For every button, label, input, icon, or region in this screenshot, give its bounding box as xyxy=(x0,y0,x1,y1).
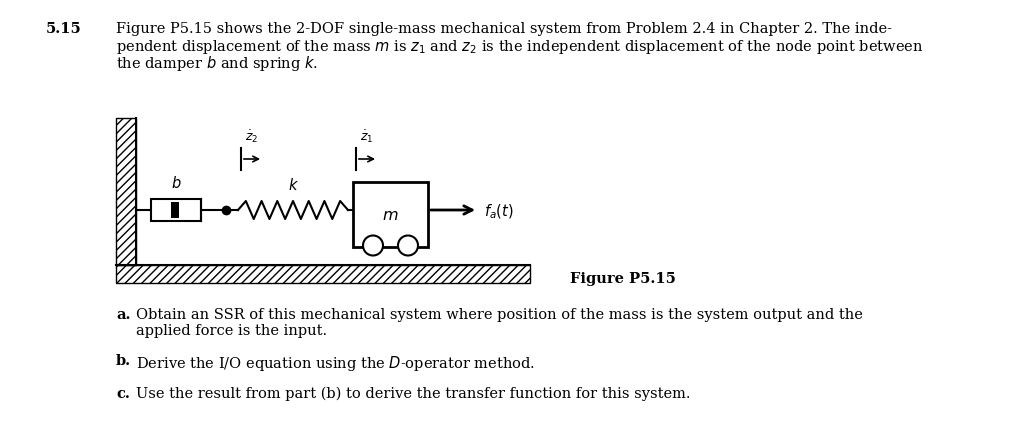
Bar xyxy=(151,199,201,221)
Text: c.: c. xyxy=(116,387,130,401)
Circle shape xyxy=(362,235,383,256)
Text: Derive the I/O equation using the $D$-operator method.: Derive the I/O equation using the $D$-op… xyxy=(136,354,536,373)
Text: the damper $b$ and spring $k$.: the damper $b$ and spring $k$. xyxy=(116,54,318,73)
Text: $f_a(t)$: $f_a(t)$ xyxy=(484,203,514,221)
Text: applied force is the input.: applied force is the input. xyxy=(136,324,327,338)
Text: 5.15: 5.15 xyxy=(46,22,82,36)
Text: b.: b. xyxy=(116,354,131,368)
Text: Figure P5.15 shows the 2-DOF single-mass mechanical system from Problem 2.4 in C: Figure P5.15 shows the 2-DOF single-mass… xyxy=(116,22,892,36)
Text: Use the result from part (b) to derive the transfer function for this system.: Use the result from part (b) to derive t… xyxy=(136,387,690,401)
Bar xyxy=(171,202,179,218)
Text: $\dot{z}_2$: $\dot{z}_2$ xyxy=(246,128,259,145)
Circle shape xyxy=(398,235,418,256)
Text: pendent displacement of the mass $m$ is $z_1$ and $z_2$ is the independent displ: pendent displacement of the mass $m$ is … xyxy=(116,38,924,56)
Text: a.: a. xyxy=(116,308,130,322)
Text: Obtain an SSR of this mechanical system where position of the mass is the system: Obtain an SSR of this mechanical system … xyxy=(136,308,863,322)
Text: Figure P5.15: Figure P5.15 xyxy=(570,272,676,286)
Bar xyxy=(353,183,428,247)
Text: $\dot{z}_1$: $\dot{z}_1$ xyxy=(360,128,374,145)
Text: $k$: $k$ xyxy=(288,177,298,193)
Text: $b$: $b$ xyxy=(171,175,181,191)
Text: $m$: $m$ xyxy=(382,206,398,224)
